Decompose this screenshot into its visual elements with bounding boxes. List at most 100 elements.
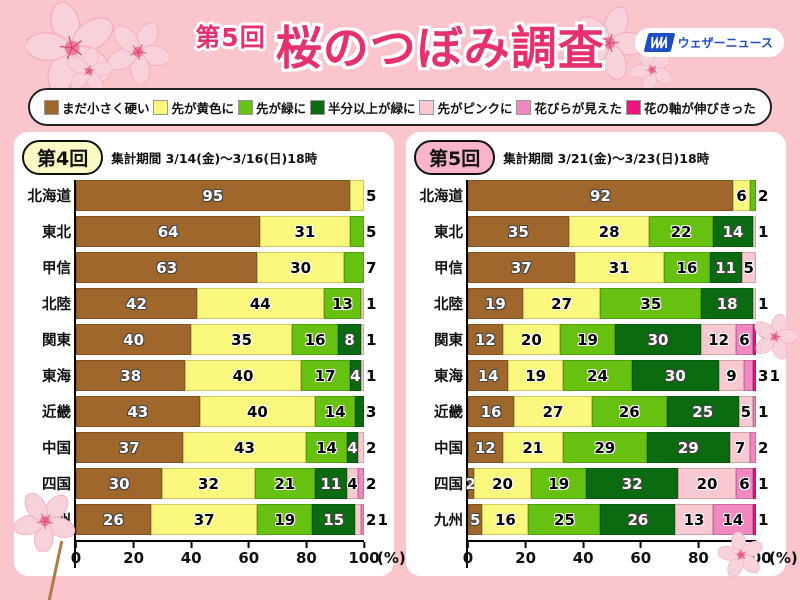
category-column: 北海道 東北 甲信 北陸 関東 東海 近畿 中国 四国 九州 [22,180,74,568]
segment-value-label-outside: 3 [758,366,769,385]
segment-value-label: 12 [474,438,496,457]
bar-segment: 18 [701,288,754,319]
bar-row: 5 16 25 26 13 14 1 [468,504,768,535]
segment-value-label-outside: 5 [366,186,377,205]
bar-segment: 14 [315,396,356,427]
bar-segment: 31 [260,216,350,247]
plot-area: 92 6 2 35 28 22 14 1 37 31 16 11 5 19 27 35 18 1 12 20 19 30 1… [463,180,798,568]
axis-tick-label: 60 [238,542,259,567]
segment-value-label: 43 [127,402,149,421]
segment-value-label: 16 [494,510,516,529]
bar-segment: 37 [76,432,183,463]
bar-segment [349,216,364,247]
axis-tick-label: 80 [296,542,317,567]
segment-value-label: 19 [548,474,570,493]
segment-value-label: 92 [590,186,611,205]
segment-value-label-outside: 1 [377,510,388,529]
bar-segment: 4 [346,468,359,499]
bar-segment: 92 [468,180,733,211]
axis-tick-label: 0 [71,542,81,567]
segment-value-label: 11 [320,474,342,493]
bar-row: 42 44 13 1 [76,288,376,319]
axis-unit-label: (%) [769,549,798,567]
category-label: 東海 [434,369,463,385]
bar-segment: 20 [473,468,532,499]
segment-value-label: 26 [627,510,649,529]
bar-segment: 27 [514,396,592,427]
legend-item: 花びらが見えた [516,98,622,117]
stacked-bar-chart: 北海道 東北 甲信 北陸 関東 東海 近畿 中国 四国 九州 95 5 64 31 5 63 30 7 42 44 1… [22,180,406,568]
bar-segment: 4 [349,360,362,391]
segment-value-label: 35 [507,222,529,241]
category-label: 甲信 [434,261,463,277]
category-label: 中国 [42,441,71,457]
chart-panel-round4: 第4回 集計期間 3/14(金)〜3/16(日)18時 北海道 東北 甲信 北陸 関東東… [14,132,406,576]
bar-segment: 11 [709,252,742,283]
segment-value-label: 19 [484,294,506,313]
segment-value-label: 38 [120,366,142,385]
bar-segment: 42 [76,288,197,319]
category-label: 四国 [42,477,71,493]
bar-row: 30 32 21 11 4 2 [76,468,376,499]
segment-value-label: 43 [234,438,255,457]
bar-row: 38 40 17 4 1 [76,360,376,391]
bar-segment: 64 [76,216,261,247]
bar-segment [750,180,756,211]
segment-value-label: 21 [522,438,544,457]
survey-round-prefix: 第5回 [195,23,266,52]
legend-label: 半分以上が緑に [327,100,416,116]
bar-segment: 29 [646,432,731,463]
segment-value-label: 37 [193,510,215,529]
legend-item: まだ小さく硬い [44,98,150,117]
segment-value-label-outside: 3 [366,402,377,421]
category-label: 東北 [434,225,463,241]
segment-value-label: 16 [480,402,502,421]
category-label: 近畿 [42,405,71,421]
bar-segment: 12 [468,432,503,463]
segment-value-label: 14 [316,438,337,457]
bar-row: 63 30 7 [76,252,376,283]
segment-value-label-outside: 1 [758,222,769,241]
bar-segment [358,432,364,463]
segment-value-label: 4 [347,438,358,457]
segment-value-label: 26 [618,402,640,421]
bar-segment: 35 [468,216,569,247]
outside-labels: 1 [366,288,376,319]
segment-value-label: 29 [677,438,699,457]
header: 第5回 桜のつぼみ調査 ウェザーニュース [0,0,800,88]
bar-segment: 28 [568,216,650,247]
bar-segment [343,252,364,283]
legend-item: 先が黄色に [153,98,234,117]
bar-segment: 27 [522,288,601,319]
round-badge: 第5回 [414,140,496,175]
category-label: 北陸 [42,297,71,313]
segment-value-label: 14 [722,510,744,529]
bar-segment [361,288,364,319]
segment-value-label-outside: 2 [366,510,377,529]
bar-segment: 35 [191,324,292,355]
legend-swatch-brown [44,99,59,115]
segment-value-label-outside: 2 [758,186,769,205]
bar-segment: 24 [563,360,633,391]
bar-segment: 6 [732,180,751,211]
axis-tick-label: 20 [515,542,536,567]
segment-value-label: 13 [683,510,705,529]
bar-segment [349,180,364,211]
segment-value-label: 44 [249,294,271,313]
bar-row: 12 21 29 29 7 2 [468,432,768,463]
segment-value-label: 32 [198,474,219,493]
segment-value-label: 12 [474,330,496,349]
segment-value-label: 11 [715,258,737,277]
bar-segment: 5 [468,504,483,535]
legend-item: 半分以上が緑に [309,98,416,117]
segment-value-label: 19 [525,366,547,385]
bar-segment: 6 [735,468,754,499]
segment-value-label: 37 [118,438,140,457]
stacked-bar-chart: 北海道 東北 甲信 北陸 関東 東海 近畿 中国 四国 九州 92 6 2 35 28 22 14 1 37 31 1… [414,180,798,568]
outside-labels: 5 [366,180,376,211]
bar-segment: 32 [162,468,255,499]
segment-value-label: 12 [708,330,729,349]
segment-value-label: 28 [598,222,620,241]
category-label: 東北 [42,225,71,241]
